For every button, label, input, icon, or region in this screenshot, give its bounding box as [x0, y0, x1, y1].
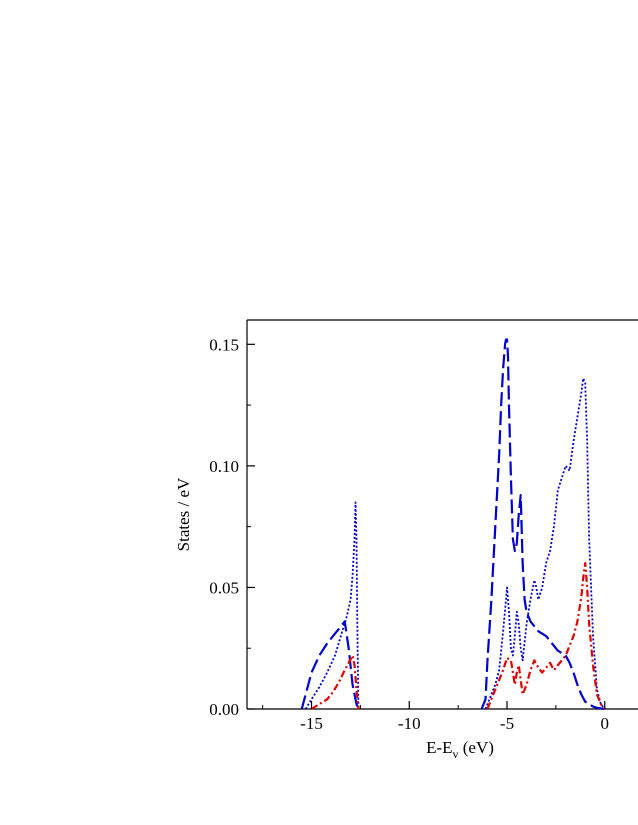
y-tick-label: 0.10 — [209, 457, 239, 476]
series-line-dashed — [300, 338, 605, 711]
x-axis-ticks: -15 -10 -5 0 — [262, 701, 610, 733]
x-axis-label-main: E-E — [426, 738, 452, 757]
x-tick-label: -15 — [300, 714, 323, 733]
x-tick-label: -5 — [500, 714, 514, 733]
y-tick-label: 0.05 — [209, 578, 239, 597]
y-tick-label: 0.15 — [209, 335, 239, 354]
x-tick-label: -10 — [398, 714, 421, 733]
y-axis-ticks: 0.00 0.05 0.10 0.15 — [209, 335, 255, 719]
y-axis-label: States / eV — [174, 477, 193, 551]
series-layer — [300, 338, 606, 711]
x-axis-label-unit: (eV) — [459, 738, 494, 757]
x-axis-label: E-Ev (eV) — [426, 738, 494, 761]
series-line-dotted — [304, 377, 606, 710]
x-axis-label-subscript: v — [453, 747, 459, 761]
plot-frame — [246, 319, 638, 710]
y-tick-label: 0.00 — [209, 700, 239, 719]
series-line-dashdot — [310, 562, 606, 710]
x-tick-label: 0 — [601, 714, 610, 733]
